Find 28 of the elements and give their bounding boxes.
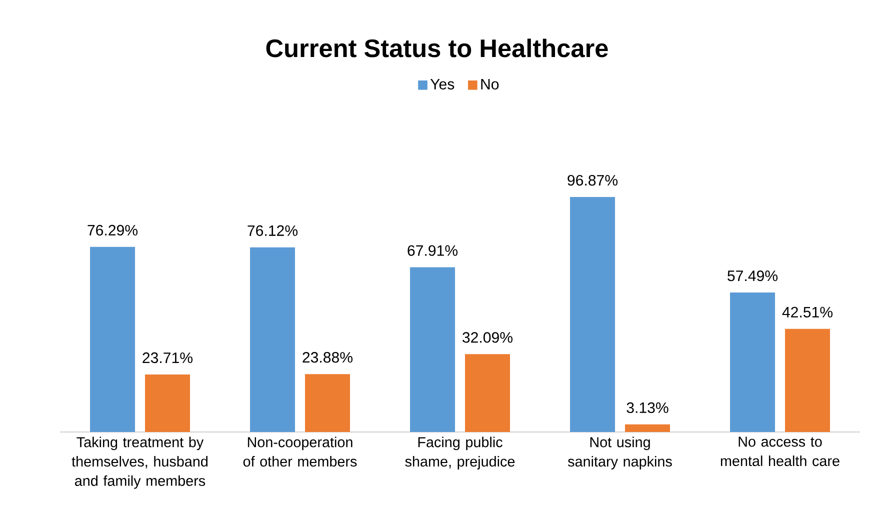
- data-label: 32.09%: [462, 332, 513, 343]
- bar: [570, 196, 616, 432]
- bar: [410, 267, 456, 432]
- data-label: 23.88%: [302, 352, 353, 363]
- bar: [144, 374, 190, 432]
- bar: [304, 374, 350, 432]
- bar: [785, 328, 830, 432]
- bar: [730, 292, 776, 432]
- data-label: 57.49%: [728, 270, 778, 282]
- legend-label: Yes: [430, 78, 454, 90]
- bar: [465, 354, 510, 432]
- x-tick-label: No access to mental health care: [720, 436, 840, 466]
- x-tick-label: Non-cooperation of other members: [243, 436, 357, 467]
- data-label: 96.87%: [568, 174, 618, 186]
- chart-title: Current Status to Healthcare: [266, 38, 608, 58]
- data-label: 3.13%: [626, 402, 668, 414]
- bar: [250, 247, 296, 432]
- bar: [625, 424, 670, 432]
- x-tick-label: Taking treatment by themselves, husband and family members: [72, 436, 208, 489]
- data-label: 23.71%: [142, 352, 192, 364]
- x-tick-label: Facing public shame, prejudice: [405, 436, 515, 470]
- data-label: 67.91%: [408, 245, 458, 256]
- data-label: 42.51%: [782, 306, 833, 318]
- bar: [90, 246, 136, 432]
- data-label: 76.29%: [88, 224, 138, 236]
- legend-label: No: [481, 78, 499, 90]
- x-tick-label: Not using sanitary napkins: [568, 436, 672, 470]
- data-label: 76.12%: [248, 225, 298, 236]
